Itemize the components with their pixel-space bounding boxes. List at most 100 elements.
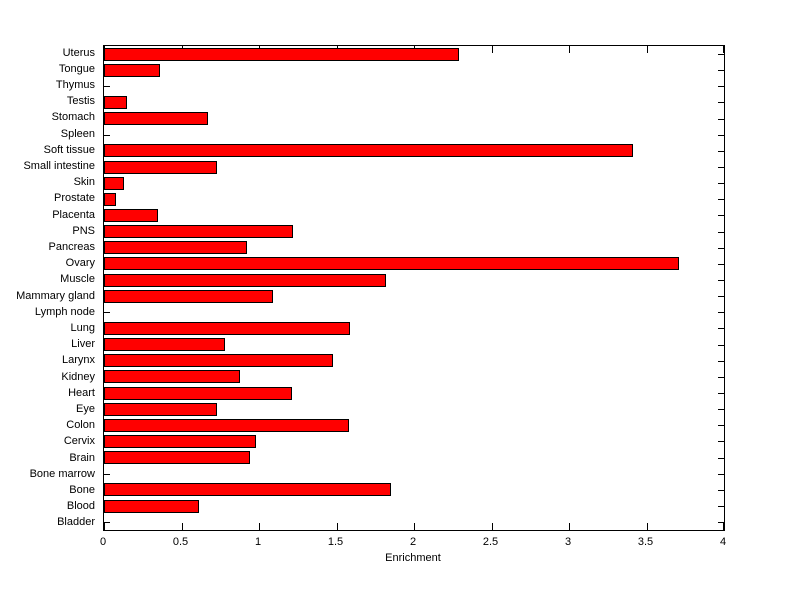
y-tick-mark-right — [718, 328, 724, 330]
bar — [104, 273, 387, 287]
bar-row — [104, 175, 724, 191]
bar — [104, 499, 199, 513]
x-tick-mark — [491, 523, 493, 530]
y-tick-mark-right — [718, 215, 724, 217]
x-tick-mark — [569, 46, 570, 53]
bar — [104, 434, 256, 448]
bar — [104, 451, 250, 465]
y-tick-mark-right — [718, 167, 724, 169]
y-tick-label: Bone — [69, 484, 95, 497]
y-tick-mark-right — [718, 231, 724, 233]
y-tick-label: Blood — [66, 500, 95, 513]
bar-row — [104, 240, 724, 256]
y-tick-label: Bladder — [57, 516, 95, 529]
y-tick-mark-right — [718, 312, 724, 314]
x-tick-mark — [181, 523, 183, 530]
bar-row — [104, 191, 724, 207]
bar — [104, 402, 218, 416]
x-tick-mark — [569, 523, 570, 530]
bar-row — [104, 514, 724, 530]
bar-row — [104, 94, 724, 110]
y-tick-mark-right — [718, 296, 724, 298]
bar — [104, 241, 247, 255]
y-tick-label: Placenta — [52, 208, 95, 221]
bar-row — [104, 288, 724, 304]
y-tick-label: Ovary — [65, 257, 95, 270]
y-tick-mark-right — [718, 86, 724, 88]
y-tick-mark-right — [718, 118, 724, 120]
bar-row — [104, 143, 724, 159]
y-tick-mark-right — [718, 425, 724, 427]
y-tick-mark-left — [104, 473, 110, 475]
plot-area — [103, 45, 725, 531]
bar — [104, 289, 273, 303]
bar-row — [104, 482, 724, 498]
y-tick-mark-right — [718, 522, 724, 524]
y-tick-label: Tongue — [58, 62, 95, 75]
x-tick-mark — [723, 46, 724, 53]
y-tick-label: Uterus — [62, 46, 95, 59]
y-tick-label: Larynx — [61, 354, 95, 367]
y-tick-mark-right — [718, 150, 724, 152]
y-tick-label: Lung — [70, 322, 95, 335]
bar — [104, 160, 218, 174]
y-tick-label: Thymus — [55, 79, 95, 91]
y-axis-labels: Uterus Tongue Thymus Testis Stomach Spleen Sof… — [0, 45, 99, 531]
x-tick-mark — [336, 523, 338, 530]
bar-row — [104, 353, 724, 369]
bar-row — [104, 127, 724, 143]
x-tick-mark — [491, 46, 493, 53]
y-tick-mark-right — [718, 70, 724, 72]
bar — [104, 47, 459, 61]
x-tick-mark — [723, 523, 724, 530]
bar — [104, 354, 334, 368]
y-tick-label: Kidney — [61, 370, 95, 383]
bar-row — [104, 385, 724, 401]
y-tick-mark-right — [718, 489, 724, 491]
bar-row — [104, 401, 724, 417]
y-tick-mark-left — [104, 86, 110, 88]
x-tick-label: 2.5 — [482, 536, 499, 548]
bar — [104, 192, 117, 206]
y-tick-label: Bone marrow — [29, 467, 95, 480]
y-tick-mark-left — [104, 522, 110, 524]
x-tick-label: 0.5 — [172, 536, 189, 548]
y-tick-mark-right — [718, 183, 724, 185]
bar — [104, 144, 633, 158]
bar — [104, 208, 159, 222]
bar-row — [104, 417, 724, 433]
y-tick-mark-right — [718, 457, 724, 459]
bar-row — [104, 46, 724, 62]
bar-row — [104, 320, 724, 336]
bar-row — [104, 369, 724, 385]
y-tick-mark-right — [718, 441, 724, 443]
y-tick-label: Eye — [76, 403, 95, 416]
bar-row — [104, 498, 724, 514]
y-tick-label: Testis — [66, 95, 95, 108]
y-tick-label: Spleen — [60, 127, 95, 140]
bar-row — [104, 159, 724, 175]
x-axis-tick-labels: 0 0.5 1 1.5 2 2.5 3 3.5 4 — [0, 535, 800, 549]
bar-row — [104, 78, 724, 94]
y-tick-label: Colon — [66, 419, 95, 432]
bar — [104, 257, 680, 271]
bar-row — [104, 337, 724, 353]
bar-row — [104, 62, 724, 78]
y-tick-mark-right — [718, 280, 724, 282]
y-tick-mark-right — [718, 134, 724, 136]
bar — [104, 418, 349, 432]
bar — [104, 95, 128, 109]
y-tick-label: Skin — [73, 176, 95, 189]
y-tick-label: PNS — [72, 224, 95, 237]
bar — [104, 176, 125, 190]
y-tick-label: Pancreas — [48, 241, 95, 254]
y-tick-mark-right — [718, 263, 724, 265]
bar — [104, 483, 391, 497]
bar — [104, 225, 294, 239]
bar-row — [104, 256, 724, 272]
y-tick-label: Brain — [69, 451, 95, 464]
y-tick-mark-right — [718, 102, 724, 104]
y-tick-mark-right — [718, 247, 724, 249]
bar — [104, 63, 160, 77]
